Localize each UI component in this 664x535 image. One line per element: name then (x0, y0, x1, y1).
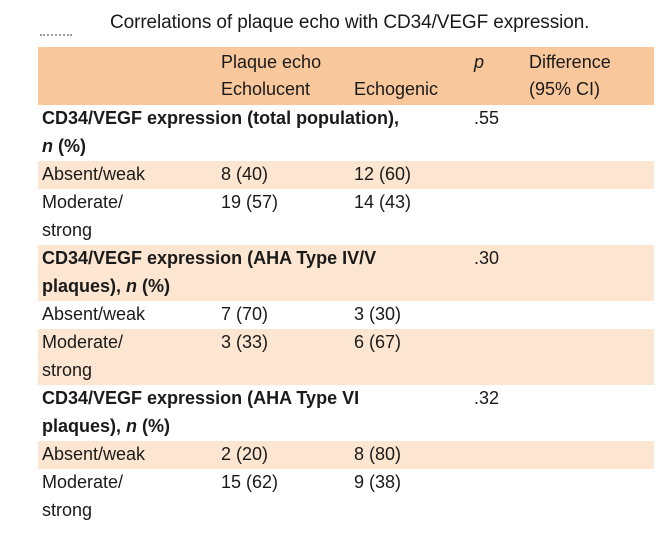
table-row: Moderate/ strong 3 (33) 6 (67) (38, 329, 654, 385)
table-row: Moderate/ strong 19 (57) 14 (43) (38, 189, 654, 245)
table-row: Absent/weak 2 (20) 8 (80) (38, 441, 654, 469)
header-echogenic: Echogenic (354, 79, 439, 99)
section-title-cont: n (%) (42, 136, 87, 156)
cell-echogenic: 6 (67) (354, 332, 402, 352)
section-title-cont: plaques), n (%) (42, 276, 171, 296)
header-difference: Difference (529, 52, 611, 72)
header-ci: (95% CI) (529, 79, 601, 99)
decorative-dots (40, 34, 72, 38)
section-p-value: .30 (474, 248, 500, 268)
row-label: Absent/weak (42, 164, 146, 184)
cell-echolucent: 15 (62) (221, 472, 279, 492)
row-label-cont: strong (42, 500, 93, 520)
table-row: Moderate/ strong 15 (62) 9 (38) (38, 469, 654, 525)
header-p: p (474, 52, 485, 72)
cell-echogenic: 8 (80) (354, 444, 402, 464)
row-label: Moderate/ (42, 332, 124, 352)
header-plaque-echo: Plaque echo (221, 52, 322, 72)
section-title-cont: plaques), n (%) (42, 416, 171, 436)
header-echolucent: Echolucent (221, 79, 311, 99)
cell-echogenic: 12 (60) (354, 164, 412, 184)
section-title: CD34/VEGF expression (AHA Type VI (42, 388, 360, 408)
cell-echolucent: 7 (70) (221, 304, 269, 324)
cell-echolucent: 2 (20) (221, 444, 269, 464)
section-header: CD34/VEGF expression (total population),… (38, 105, 654, 161)
cell-echolucent: 3 (33) (221, 332, 269, 352)
section-title: CD34/VEGF expression (AHA Type IV/V (42, 248, 377, 268)
table-row: Absent/weak 7 (70) 3 (30) (38, 301, 654, 329)
section-title: CD34/VEGF expression (total population), (42, 108, 400, 128)
section-p-value: .32 (474, 388, 500, 408)
row-label: Moderate/ (42, 192, 124, 212)
section-header: CD34/VEGF expression (AHA Type VI plaque… (38, 385, 654, 441)
cell-echolucent: 19 (57) (221, 192, 279, 212)
table-row: Absent/weak 8 (40) 12 (60) (38, 161, 654, 189)
table-caption: Correlations of plaque echo with CD34/VE… (110, 12, 590, 33)
row-label: Moderate/ (42, 472, 124, 492)
cell-echogenic: 14 (43) (354, 192, 412, 212)
row-label: Absent/weak (42, 304, 146, 324)
correlation-table: Plaque echo Echolucent Echogenic p Diffe… (38, 47, 654, 525)
cell-echogenic: 3 (30) (354, 304, 402, 324)
section-header: CD34/VEGF expression (AHA Type IV/V plaq… (38, 245, 654, 301)
cell-echolucent: 8 (40) (221, 164, 269, 184)
section-p-value: .55 (474, 108, 500, 128)
row-label-cont: strong (42, 360, 93, 380)
row-label: Absent/weak (42, 444, 146, 464)
row-label-cont: strong (42, 220, 93, 240)
cell-echogenic: 9 (38) (354, 472, 402, 492)
table-header: Plaque echo Echolucent Echogenic p Diffe… (38, 47, 654, 105)
